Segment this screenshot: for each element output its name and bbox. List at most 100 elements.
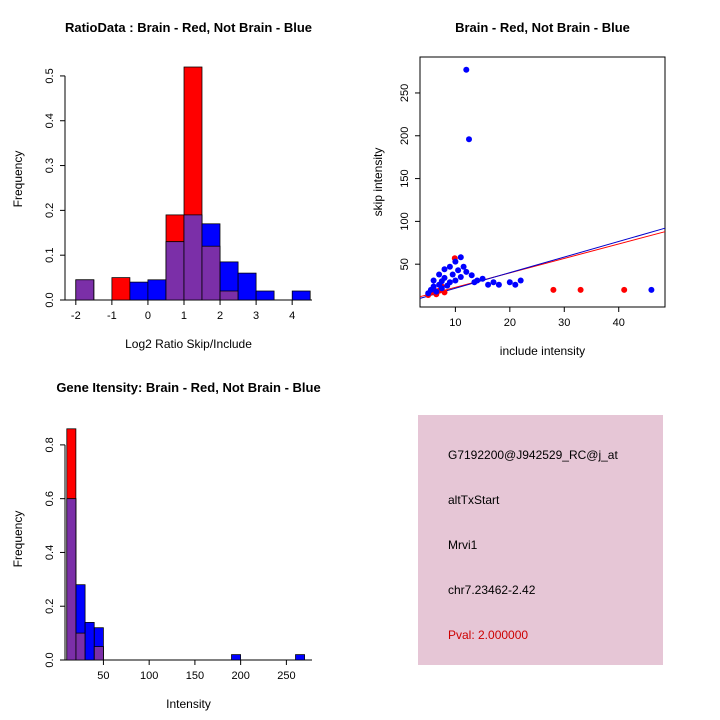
point-brain [621,286,628,293]
point-not-brain [446,279,453,286]
info-probe-id: G7192200@J942529_RC@j_at [448,448,618,462]
x-tick-label: 4 [289,310,295,322]
x-axis-label: Log2 Ratio Skip/Include [125,337,252,351]
chart-title: Gene Itensity: Brain - Red, Not Brain - … [56,380,320,395]
point-not-brain [449,271,456,278]
point-not-brain [463,268,470,275]
panel-gene-intensity-histogram: Gene Itensity: Brain - Red, Not Brain - … [0,360,360,720]
x-axis-label: Intensity [166,697,211,711]
info-gene-name: Mrvi1 [448,538,478,552]
x-tick-label: 250 [277,670,295,682]
y-axis-label: Frequency [11,511,25,568]
hist-bar-notbrain [237,272,257,301]
x-tick-label: 200 [231,670,249,682]
brain-fit-line [419,231,666,298]
y-tick-label: 0.6 [44,491,56,506]
hist-bar-notbrain [147,279,167,301]
point-not-brain [512,281,519,288]
point-not-brain [436,271,443,278]
hist-bar-notbrain [255,290,275,301]
y-axis-label: skip intensity [371,148,385,217]
x-tick-label: 100 [140,670,158,682]
x-tick-label: 40 [613,317,625,329]
ratio-histogram-chart: RatioData : Brain - Red, Not Brain - Blu… [11,20,312,351]
gene-intensity-histogram-chart: Gene Itensity: Brain - Red, Not Brain - … [11,380,321,711]
point-not-brain [441,266,448,273]
point-not-brain [485,281,492,288]
info-pval: Pval: 2.000000 [448,628,529,642]
info-event-type: altTxStart [448,493,500,507]
point-not-brain [446,263,453,270]
y-tick-label: 0.0 [44,292,56,307]
point-brain [577,286,584,293]
y-tick-label: 0.4 [44,113,56,128]
x-axis-label: include intensity [500,344,585,358]
plot-box [419,56,666,308]
x-tick-label: 2 [217,310,223,322]
point-not-brain [457,274,464,280]
y-axis-label: Frequency [11,151,25,208]
hist-bar-overlap [93,646,104,661]
chart-title: Brain - Red, Not Brain - Blue [455,20,630,35]
point-not-brain [506,279,513,286]
y-tick-label: 0.2 [44,599,56,614]
point-not-brain [457,254,464,261]
hist-bar-brain [111,277,131,301]
y-tick-label: 150 [399,169,411,187]
point-not-brain [517,277,524,284]
x-tick-label: 50 [97,670,109,682]
info-panel: G7192200@J942529_RC@j_at altTxStart Mrvi… [418,415,663,665]
y-tick-label: 0.5 [44,68,56,83]
point-not-brain [468,272,475,279]
point-not-brain [474,277,481,284]
hist-bar-notbrain [129,281,149,301]
point-not-brain [455,267,462,274]
point-brain [550,286,557,293]
hist-bar-overlap [219,290,239,301]
point-not-brain [441,274,448,281]
intensity-scatter-chart: Brain - Red, Not Brain - Blue include int… [371,20,666,358]
hist-bar-overlap [201,245,221,301]
x-tick-label: 20 [504,317,516,329]
point-not-brain [648,286,655,293]
y-tick-label: 200 [399,127,411,145]
y-tick-label: 0.4 [44,545,56,560]
y-tick-label: 50 [399,258,411,270]
x-tick-label: -2 [71,310,81,322]
point-not-brain [495,281,502,288]
hist-bar-notbrain [84,622,95,661]
hist-bar-overlap [75,279,95,301]
point-not-brain [479,275,486,282]
panel-intensity-scatter: Brain - Red, Not Brain - Blue include int… [360,0,720,360]
point-not-brain [463,66,470,73]
point-not-brain [490,279,497,286]
point-not-brain [466,136,472,143]
hist-bar-notbrain [291,290,311,301]
y-tick-label: 250 [399,84,411,102]
point-not-brain [430,277,437,284]
info-locus: chr7.23462-2.42 [448,583,536,597]
panel-ratio-histogram: RatioData : Brain - Red, Not Brain - Blu… [0,0,360,360]
y-tick-label: 0.3 [44,158,56,173]
y-tick-label: 0.8 [44,437,56,452]
x-tick-label: 30 [558,317,570,329]
panel-info: G7192200@J942529_RC@j_at altTxStart Mrvi… [360,360,720,720]
point-not-brain [438,285,445,292]
hist-bar-notbrain [231,654,241,661]
y-tick-label: 100 [399,212,411,230]
hist-bar-overlap [165,241,185,301]
x-tick-label: 0 [145,310,151,322]
point-not-brain [433,288,440,295]
point-not-brain [452,258,459,265]
hist-bar-overlap [66,498,77,661]
hist-bar-overlap [183,214,203,301]
point-not-brain [430,283,437,290]
y-tick-label: 0.1 [44,248,56,263]
hist-bar-overlap [75,632,86,661]
x-tick-label: 1 [181,310,187,322]
x-tick-label: 10 [449,317,461,329]
y-tick-label: 0.0 [44,652,56,667]
point-not-brain [452,277,459,284]
x-tick-label: -1 [107,310,117,322]
